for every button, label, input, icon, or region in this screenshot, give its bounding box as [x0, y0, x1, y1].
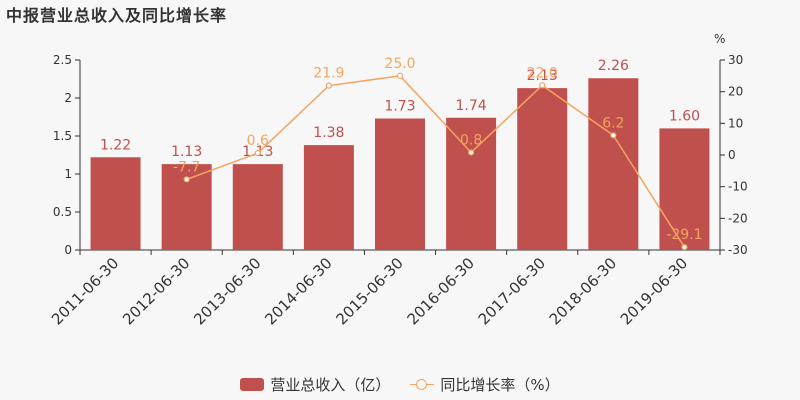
x-tick-label: 2019-06-30	[617, 254, 691, 328]
x-tick-label: 2013-06-30	[190, 254, 264, 328]
line-data-label: -7.7	[173, 159, 200, 175]
bar	[588, 78, 639, 251]
bar	[232, 164, 283, 250]
bar-data-label: 1.38	[313, 125, 344, 141]
bar	[659, 128, 710, 250]
bar	[517, 88, 568, 251]
line-data-label: 6.2	[602, 115, 624, 131]
bar-data-label: 1.22	[100, 137, 131, 153]
bar-data-label: 1.13	[171, 144, 202, 160]
line-point	[681, 244, 688, 251]
line-data-label: 21.9	[313, 66, 344, 82]
legend-label-revenue: 营业总收入（亿）	[270, 376, 391, 394]
chart-plot: 00.511.522.5-30-20-100102030%2011-06-302…	[48, 32, 748, 328]
line-point	[468, 149, 475, 156]
y-left-tick-label: 1.5	[53, 129, 72, 143]
x-tick-label: 2017-06-30	[475, 254, 549, 328]
chart-title: 中报营业总收入及同比增长率	[6, 6, 228, 25]
bar	[303, 145, 354, 250]
y-left-tick-label: 2	[64, 91, 72, 105]
bar	[375, 118, 425, 251]
line-data-label: 22.0	[527, 65, 558, 81]
growth-line	[186, 75, 686, 248]
legend-label-growth: 同比增长率（%）	[440, 376, 560, 394]
x-tick-label: 2018-06-30	[546, 254, 620, 328]
y-right-tick-label: 30	[728, 53, 743, 67]
y-left-tick-label: 0	[64, 243, 72, 257]
bar-data-label: 2.13	[527, 68, 558, 84]
x-tick-label: 2014-06-30	[261, 254, 335, 328]
y-right-tick-label: -20	[728, 211, 748, 225]
line-point	[254, 150, 261, 157]
line-point	[396, 72, 404, 79]
line-data-label: 0.8	[460, 132, 482, 148]
y-right-tick-label: 10	[728, 116, 743, 130]
y-left-tick-label: 0.5	[53, 205, 72, 219]
y-left-tick-label: 1	[64, 167, 72, 181]
y-right-tick-label: -30	[728, 243, 748, 257]
x-tick-label: 2015-06-30	[332, 254, 406, 328]
x-tick-label: 2016-06-30	[404, 254, 478, 328]
chart-legend: 营业总收入（亿） 同比增长率（%）	[0, 374, 800, 395]
y-right-tick-label: -10	[728, 180, 748, 194]
line-data-label: 25.0	[384, 56, 415, 72]
bar-data-label: 2.26	[598, 58, 629, 74]
y-left-tick-label: 2.5	[53, 53, 72, 67]
x-tick-label: 2012-06-30	[119, 254, 193, 328]
bar	[90, 157, 141, 250]
legend-line-swatch	[410, 378, 435, 392]
line-point	[610, 132, 617, 139]
line-data-label: -29.1	[666, 227, 702, 243]
line-point	[325, 82, 332, 89]
y-right-tick-label: 0	[728, 148, 736, 162]
bar-data-label: 1.73	[384, 99, 415, 115]
bar	[446, 117, 497, 250]
legend-bar-swatch	[240, 378, 265, 391]
y-right-tick-label: 20	[728, 85, 743, 99]
x-tick-label: 2011-06-30	[48, 254, 122, 328]
y-right-axis-label: %	[714, 32, 725, 46]
line-point	[539, 82, 546, 89]
line-point	[183, 176, 190, 183]
bar-data-label: 1.60	[669, 108, 700, 124]
legend-item-growth[interactable]: 同比增长率（%）	[410, 374, 560, 395]
legend-item-revenue[interactable]: 营业总收入（亿）	[240, 374, 390, 395]
line-data-label: 0.6	[247, 133, 269, 149]
bar-data-label: 1.74	[456, 98, 487, 114]
